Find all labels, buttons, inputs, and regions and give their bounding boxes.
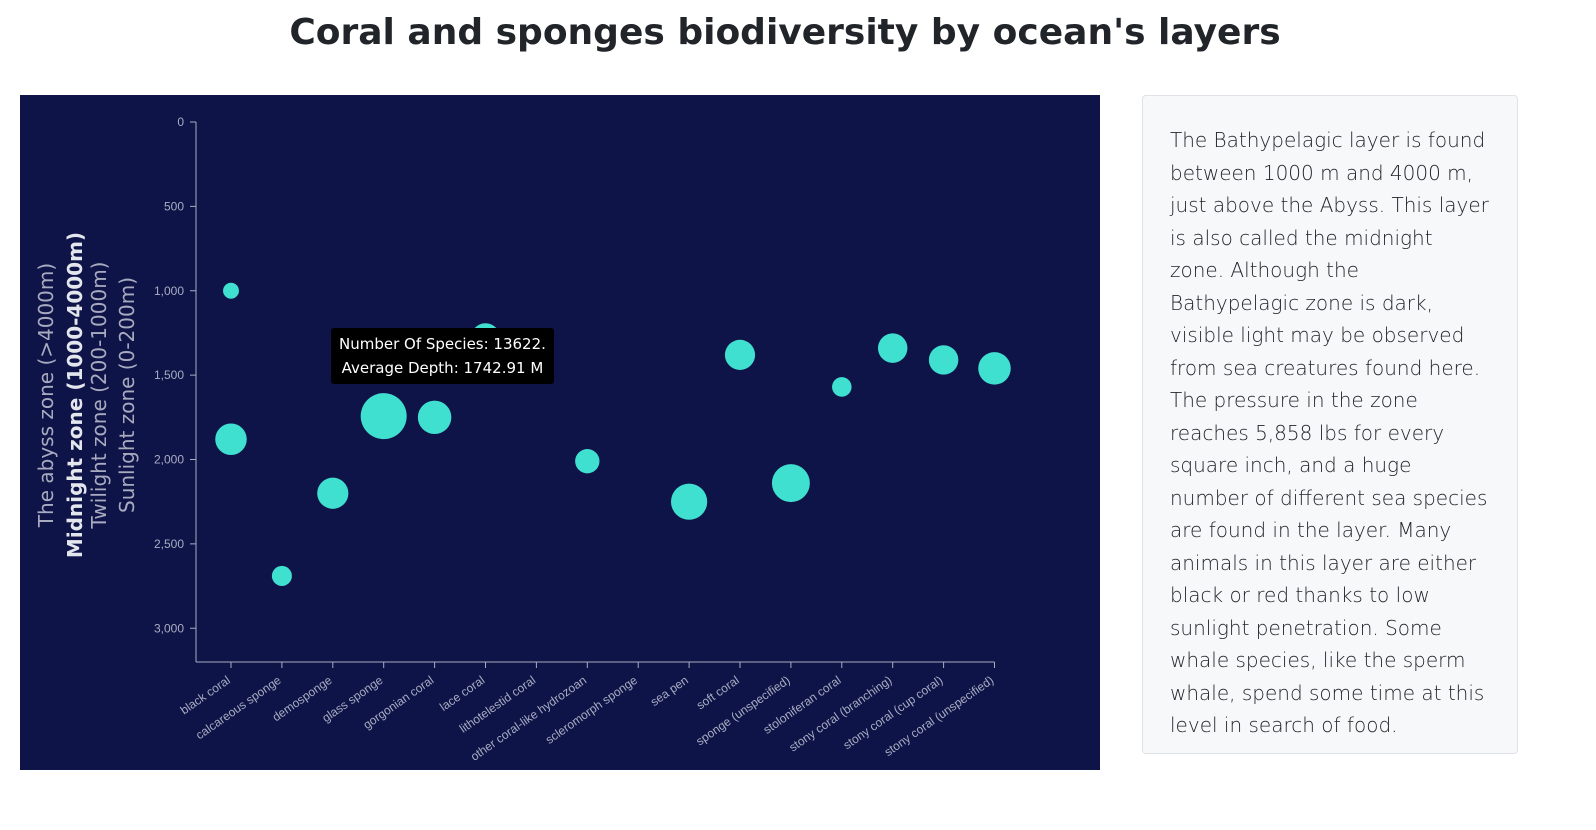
y-tick-label: 1,000 <box>154 284 184 298</box>
tooltip-depth: Average Depth: 1742.91 M <box>341 359 544 377</box>
zone-label: Twilight zone (200-1000m) <box>87 262 111 530</box>
y-tick-label: 500 <box>164 199 184 213</box>
bubble-stoloniferan-coral[interactable] <box>832 377 852 397</box>
bubble-stony-coral-unspecified[interactable] <box>978 352 1011 385</box>
y-axis: 0 500 1,000 1,500 2,000 2,500 3,000 <box>154 115 197 662</box>
page-title: Coral and sponges biodiversity by ocean'… <box>289 12 1281 53</box>
bubble-soft-coral[interactable] <box>724 339 756 370</box>
zone-info-card: The Bathypelagic layer is found between … <box>1142 95 1518 754</box>
tooltip-species: Number Of Species: 13622. <box>339 335 546 353</box>
x-tick-label: sponge (unspecified) <box>693 673 792 748</box>
zone-labels: The abyss zone (>4000m) Midnight zone (10… <box>34 232 139 558</box>
bubble-black-coral[interactable] <box>215 423 247 456</box>
bubble-stony-coral-cup-coral[interactable] <box>928 345 959 375</box>
bubble-chart: The abyss zone (>4000m) Midnight zone (10… <box>20 95 1100 770</box>
zone-label: Sunlight zone (0-200m) <box>115 277 139 513</box>
y-tick-label: 1,500 <box>154 368 184 382</box>
bubble-calcareous-sponge[interactable] <box>271 565 292 586</box>
y-tick-label: 0 <box>177 115 184 129</box>
y-tick-label: 2,500 <box>154 537 184 551</box>
bubble-gorgonian-coral[interactable] <box>417 400 452 435</box>
bubble-sponge-unspecified[interactable] <box>771 464 810 503</box>
bubble-demosponge[interactable] <box>317 477 349 509</box>
bubble-other-coral-like-hydrozoan[interactable] <box>575 449 600 474</box>
x-tick-label: soft coral <box>694 673 742 712</box>
chart-tooltip: Number Of Species: 13622. Average Depth:… <box>331 328 554 384</box>
zone-label: Midnight zone (1000-4000m) <box>63 232 87 558</box>
y-tick-label: 3,000 <box>154 621 184 635</box>
x-tick-label: calcareous sponge <box>193 673 284 742</box>
bubble-stony-coral-branching[interactable] <box>877 333 908 363</box>
x-tick-label: sea pen <box>648 673 691 709</box>
x-tick-label: scleromorph sponge <box>543 673 640 747</box>
bubble-sea-pen[interactable] <box>670 483 708 520</box>
zone-description: The Bathypelagic layer is found between … <box>1170 128 1489 737</box>
zone-label: The abyss zone (>4000m) <box>34 263 58 528</box>
bubble-glass-sponge[interactable] <box>360 393 407 440</box>
y-tick-label: 2,000 <box>154 453 184 467</box>
chart-svg: The abyss zone (>4000m) Midnight zone (10… <box>34 115 1011 764</box>
bubble-black-coral[interactable] <box>223 282 239 299</box>
